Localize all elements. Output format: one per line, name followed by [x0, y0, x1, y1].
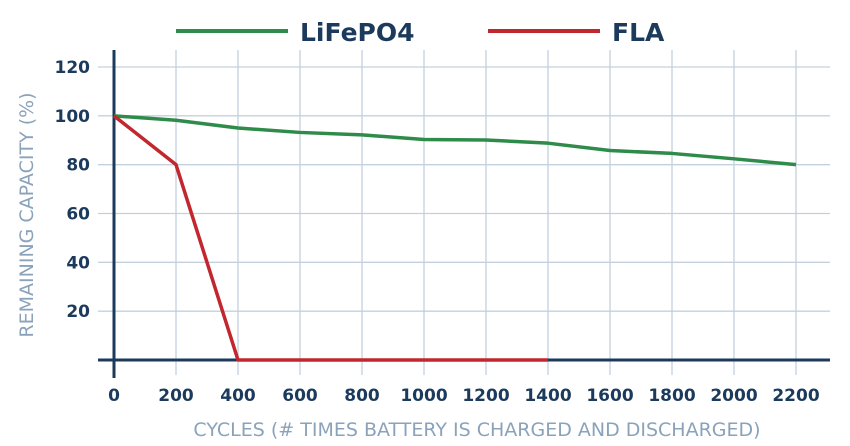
x-tick-label: 1400 [524, 386, 571, 406]
series-line-fla [112, 114, 548, 362]
y-tick-label: 120 [55, 58, 91, 78]
x-tick-label: 600 [282, 386, 318, 406]
x-tick-label: 0 [108, 386, 120, 406]
y-tick-label: 80 [66, 156, 90, 176]
y-tick-label: 20 [66, 302, 90, 322]
y-axis-title: REMAINING CAPACITY (%) [16, 92, 38, 337]
legend-label-fla: FLA [612, 18, 665, 47]
x-tick-label: 200 [158, 386, 194, 406]
x-tick-label: 2000 [710, 386, 757, 406]
x-tick-label: 1000 [400, 386, 447, 406]
y-tick-label: 40 [66, 253, 90, 273]
x-tick-label: 1200 [462, 386, 509, 406]
legend: LiFePO4 FLA [176, 18, 665, 47]
series-line-lifepo4 [113, 114, 797, 167]
x-tick-label: 1800 [648, 386, 695, 406]
y-tick-label: 60 [66, 205, 90, 225]
x-tick-label: 1600 [586, 386, 633, 406]
legend-label-lifepo4: LiFePO4 [300, 18, 415, 47]
y-tick-label: 100 [55, 107, 91, 127]
x-tick-label: 800 [344, 386, 380, 406]
x-axis-title: CYCLES (# TIMES BATTERY IS CHARGED AND D… [193, 419, 760, 441]
x-tick-label: 400 [220, 386, 256, 406]
grid [98, 50, 830, 375]
x-tick-label: 2200 [772, 386, 819, 406]
series-lines [112, 114, 797, 362]
